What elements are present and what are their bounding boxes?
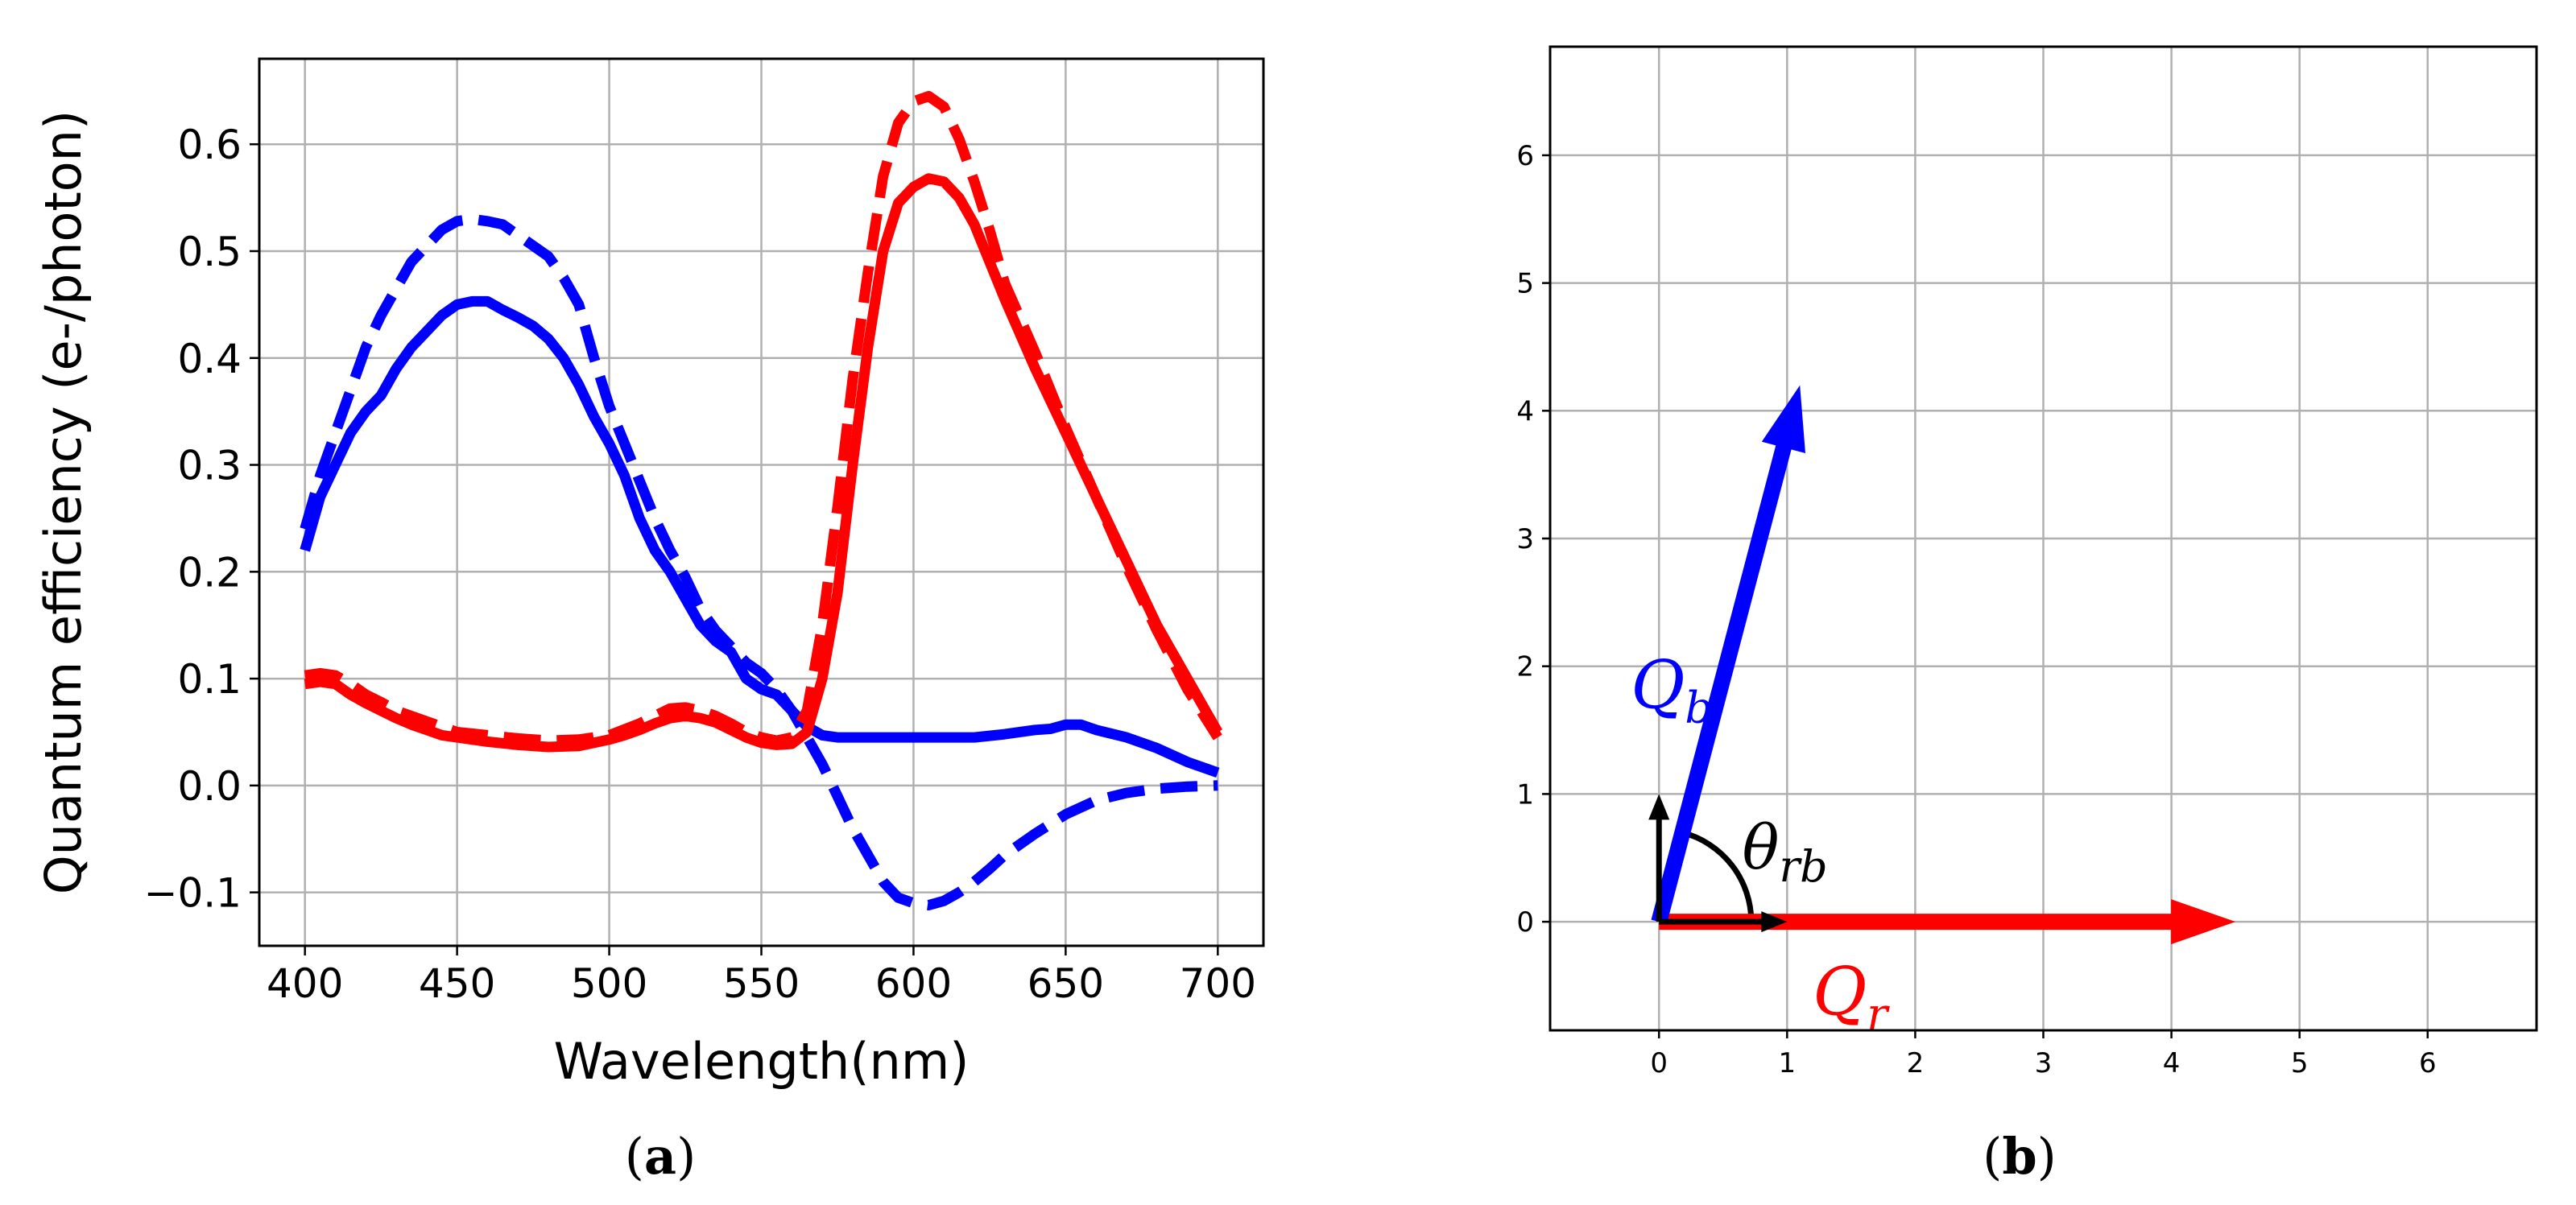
x-tick-label: 450 bbox=[419, 960, 495, 1007]
vector-label-qb: Qb bbox=[1631, 648, 1713, 733]
y-tick-label: 6 bbox=[1516, 140, 1534, 172]
y-tick-label: 1 bbox=[1516, 778, 1534, 811]
x-tick-label: 0 bbox=[1650, 1047, 1668, 1079]
x-tick-label: 5 bbox=[2291, 1047, 2309, 1079]
x-tick-label: 3 bbox=[2035, 1047, 2053, 1079]
x-tick-label: 650 bbox=[1028, 960, 1104, 1007]
x-tick-label: 6 bbox=[2419, 1047, 2437, 1079]
y-tick-label: 4 bbox=[1516, 395, 1534, 427]
x-tick-label: 700 bbox=[1180, 960, 1256, 1007]
y-tick-label: −0.1 bbox=[144, 870, 242, 917]
panel-a-grid bbox=[259, 59, 1263, 946]
vector-arrowhead bbox=[1648, 794, 1670, 820]
y-tick-label: 0.6 bbox=[177, 122, 242, 168]
x-tick-label: 4 bbox=[2163, 1047, 2181, 1079]
y-tick-label: 0.1 bbox=[177, 656, 242, 703]
vector-arrowhead bbox=[1761, 911, 1788, 933]
series-line-red-dashed bbox=[304, 91, 1222, 746]
vector-unit-x bbox=[1659, 911, 1788, 933]
panel-b-grid bbox=[1550, 47, 2537, 1030]
series-line-blue-solid bbox=[300, 295, 1220, 778]
y-tick-label: 0 bbox=[1516, 906, 1534, 939]
x-tick-label: 500 bbox=[571, 960, 647, 1007]
x-tick-label: 550 bbox=[723, 960, 800, 1007]
vector-shaft bbox=[1651, 444, 1792, 924]
vector-unit-y bbox=[1648, 794, 1670, 922]
vector-arrowhead bbox=[1761, 385, 1805, 453]
vector-q_b bbox=[1651, 385, 1805, 924]
y-tick-label: 0.5 bbox=[177, 229, 242, 275]
angle-label-theta-rb: θrb bbox=[1743, 811, 1828, 892]
panel-a-ticks: 400 450 500 550 600 650 700 −0.1 0.0 0.1 0.2 0.3 0.4… bbox=[144, 122, 1256, 1007]
y-tick-label: 5 bbox=[1516, 268, 1534, 300]
angle-arc bbox=[1681, 829, 1755, 922]
panel-a-quantum-efficiency-chart: 400 450 500 550 600 650 700 −0.1 0.0 0.1 0.2 0.3 0.4… bbox=[34, 57, 1265, 1186]
vector-label-qr: Qr bbox=[1813, 954, 1890, 1039]
y-tick-label: 0.0 bbox=[177, 763, 242, 810]
series-line-blue-dashed bbox=[300, 213, 1218, 910]
y-tick-label: 2 bbox=[1516, 651, 1534, 683]
panel-b-ticks: 0 1 2 3 4 5 6 0 1 2 3 4 5 6 bbox=[1516, 140, 2436, 1079]
vector-arrowhead bbox=[2171, 899, 2236, 945]
panel-b-caption: (b) bbox=[1983, 1127, 2057, 1186]
x-tick-label: 2 bbox=[1907, 1047, 1925, 1079]
y-tick-label: 0.2 bbox=[177, 549, 242, 596]
series-line-red-solid bbox=[304, 173, 1222, 753]
y-tick-label: 0.3 bbox=[177, 443, 242, 489]
x-tick-label: 600 bbox=[875, 960, 952, 1007]
x-tick-label: 1 bbox=[1778, 1047, 1796, 1079]
panel-a-series bbox=[300, 91, 1222, 910]
x-tick-label: 400 bbox=[267, 960, 343, 1007]
panel-a-caption: (a) bbox=[625, 1127, 697, 1186]
y-tick-label: 0.4 bbox=[177, 336, 242, 382]
y-tick-label: 3 bbox=[1516, 523, 1534, 555]
panel-b-vector-diagram: 0 1 2 3 4 5 6 0 1 2 3 4 5 6 Qb Qr θrb (b) bbox=[1516, 45, 2538, 1186]
panel-a-ylabel: Quantum efficiency (e-/photon) bbox=[34, 110, 93, 894]
panel-a-xlabel: Wavelength(nm) bbox=[554, 1032, 970, 1091]
panel-b-vectors bbox=[1648, 385, 2236, 945]
